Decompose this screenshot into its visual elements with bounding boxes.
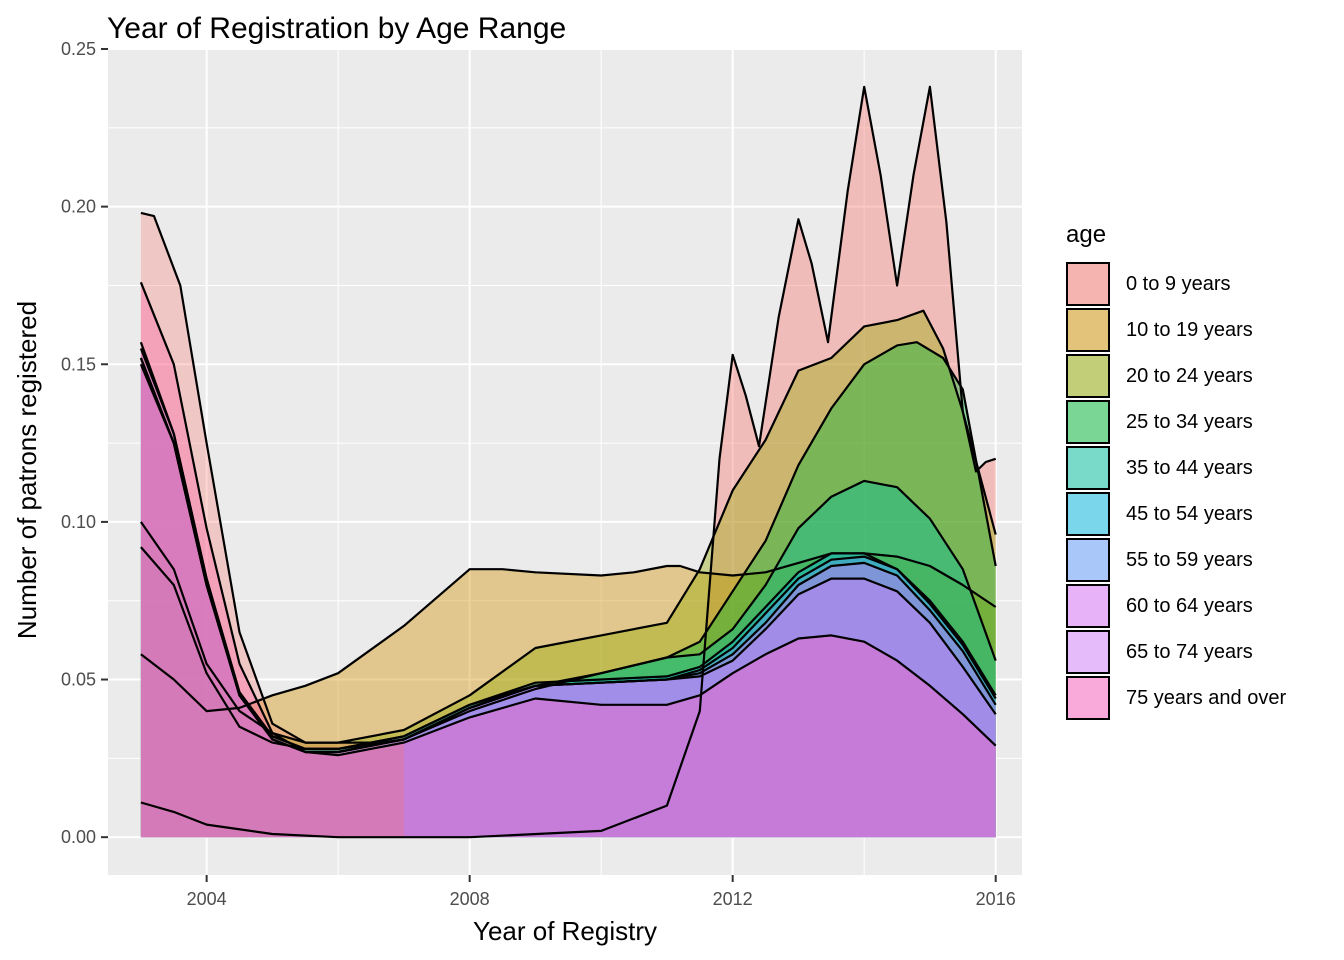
- legend-swatch: [1066, 354, 1110, 398]
- density-line: [139, 341, 997, 754]
- density-area: [140, 358, 996, 838]
- density-area: [140, 212, 404, 838]
- density-area: [140, 282, 996, 838]
- density-line: [139, 348, 997, 750]
- legend-swatch: [1066, 492, 1110, 536]
- density-line: [139, 281, 997, 757]
- legend-swatch: [1066, 446, 1110, 490]
- x-axis: 2004 2008 2012 2016: [187, 875, 1016, 909]
- legend-label: 75 years and over: [1126, 687, 1286, 709]
- x-tick-label: 2012: [713, 889, 753, 909]
- legend-swatch: [1066, 262, 1110, 306]
- legend-label: 25 to 34 years: [1126, 411, 1253, 433]
- density-area: [140, 310, 996, 838]
- legend-swatch: [1066, 400, 1110, 444]
- legend-label: 65 to 74 years: [1126, 641, 1253, 663]
- y-tick-label: 0.05: [61, 670, 96, 690]
- legend-label: 45 to 54 years: [1126, 503, 1253, 525]
- legend-swatch: [1066, 676, 1110, 720]
- legend-swatch: [1066, 630, 1110, 674]
- y-tick-label: 0.10: [61, 512, 96, 532]
- legend: age 0 to 9 years 10 to 19 years 20 to 24 y…: [1066, 221, 1286, 720]
- x-axis-title: Year of Registry: [473, 916, 657, 946]
- legend-swatch: [1066, 538, 1110, 582]
- y-tick-label: 0.25: [61, 39, 96, 59]
- y-tick-label: 0.15: [61, 354, 96, 374]
- density-area: [140, 342, 996, 838]
- chart-title: Year of Registration by Age Range: [107, 12, 566, 45]
- legend-label: 0 to 9 years: [1126, 273, 1231, 295]
- y-tick-label: 0.00: [61, 827, 96, 847]
- density-area: [140, 553, 996, 838]
- legend-title: age: [1066, 221, 1106, 248]
- density-area: [140, 364, 996, 838]
- density-area: [140, 348, 996, 838]
- legend-label: 10 to 19 years: [1126, 319, 1253, 341]
- y-axis: 0.00 0.05 0.10 0.15 0.20 0.25: [61, 39, 108, 847]
- x-tick-label: 2016: [976, 889, 1016, 909]
- x-tick-label: 2008: [450, 889, 490, 909]
- density-line: [140, 211, 405, 744]
- density-areas: [140, 86, 996, 838]
- legend-label: 35 to 44 years: [1126, 457, 1253, 479]
- density-line: [140, 85, 997, 839]
- density-outlines: [139, 85, 997, 839]
- legend-label: 55 to 59 years: [1126, 549, 1253, 571]
- density-area: [140, 342, 996, 838]
- y-tick-label: 0.20: [61, 197, 96, 217]
- grid-minor: [108, 49, 1022, 875]
- x-tick-label: 2004: [187, 889, 227, 909]
- y-axis-title: Number of patrons registered: [12, 301, 42, 639]
- legend-label: 60 to 64 years: [1126, 595, 1253, 617]
- density-area: [140, 86, 996, 838]
- legend-label: 20 to 24 years: [1126, 365, 1253, 387]
- legend-swatch: [1066, 308, 1110, 352]
- legend-swatch: [1066, 584, 1110, 628]
- density-area: [140, 358, 996, 838]
